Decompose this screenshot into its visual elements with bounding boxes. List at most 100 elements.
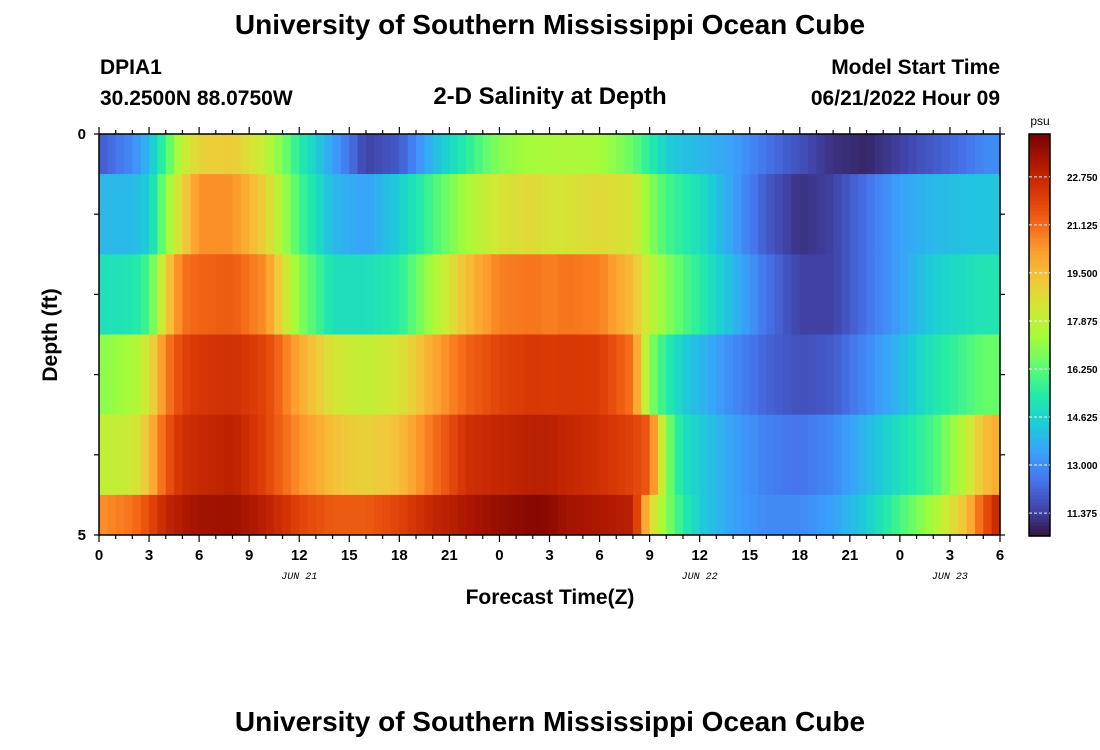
heatmap-cell <box>157 334 167 416</box>
heatmap-cell <box>257 334 267 416</box>
heatmap-cell <box>858 254 868 335</box>
heatmap-cell <box>265 494 275 536</box>
heatmap-cell <box>624 134 634 175</box>
heatmap-cell <box>365 254 375 335</box>
heatmap-cell <box>274 494 284 536</box>
heatmap-cell <box>124 414 133 496</box>
heatmap-cell <box>99 134 108 175</box>
heatmap-cell <box>716 414 726 496</box>
heatmap-cell <box>340 174 350 255</box>
colorbar-swatch <box>1029 154 1050 159</box>
heatmap-cell <box>516 414 526 496</box>
heatmap-cell <box>666 414 676 496</box>
heatmap-cell <box>115 414 125 496</box>
colorbar-swatch <box>1029 281 1050 286</box>
heatmap-cell <box>507 494 517 536</box>
heatmap-cell <box>607 334 617 416</box>
heatmap-cell <box>340 494 350 536</box>
heatmap-cell <box>791 334 801 416</box>
heatmap-cell <box>432 134 442 175</box>
heatmap-cell <box>149 414 158 496</box>
heatmap-cell <box>349 254 359 335</box>
colorbar-swatch <box>1029 134 1050 138</box>
colorbar-swatch <box>1029 311 1050 316</box>
y-axis-label: Depth (ft) <box>39 288 62 381</box>
heatmap-cell <box>933 174 943 255</box>
colorbar-tick-label: 11.375 <box>1067 509 1097 520</box>
heatmap-cell <box>165 414 175 496</box>
heatmap-cell <box>124 174 133 255</box>
colorbar-swatch <box>1029 147 1050 152</box>
heatmap-cell <box>282 334 292 416</box>
heatmap-cell <box>107 134 117 175</box>
heatmap-cell <box>657 174 667 255</box>
heatmap-cell <box>107 494 117 536</box>
heatmap-cell <box>466 254 476 335</box>
colorbar-swatch <box>1029 294 1050 299</box>
colorbar-swatch <box>1029 485 1050 490</box>
heatmap-cell <box>491 334 501 416</box>
heatmap-cell <box>332 494 342 536</box>
heatmap-cell <box>324 334 334 416</box>
heatmap-cell <box>883 414 893 496</box>
colorbar-swatch <box>1029 190 1050 195</box>
heatmap-cell <box>199 334 209 416</box>
colorbar-swatch <box>1029 438 1050 443</box>
heatmap-cell <box>249 254 259 335</box>
heatmap-cell <box>207 254 217 335</box>
heatmap-cell <box>974 134 984 175</box>
heatmap-cell <box>791 414 801 496</box>
colorbar-swatch <box>1029 519 1050 524</box>
heatmap-cell <box>390 414 400 496</box>
x-tick-label: 6 <box>595 547 603 564</box>
heatmap-cell <box>157 254 167 335</box>
colorbar-swatch <box>1029 502 1050 507</box>
heatmap-cell <box>99 494 108 536</box>
heatmap-cell <box>941 134 951 175</box>
heatmap-cell <box>983 334 993 416</box>
heatmap-cell <box>507 334 517 416</box>
heatmap-cell <box>290 414 300 496</box>
heatmap-cell <box>758 334 767 416</box>
heatmap-cell <box>841 174 851 255</box>
heatmap-cell <box>399 334 409 416</box>
heatmap-cell <box>674 174 684 255</box>
colorbar-swatch <box>1029 365 1050 370</box>
colorbar-swatch <box>1029 452 1050 457</box>
heatmap-cell <box>808 254 818 335</box>
heatmap-cell <box>432 334 442 416</box>
heatmap-cell <box>883 254 893 335</box>
heatmap-cell <box>699 334 709 416</box>
heatmap-cell <box>966 174 976 255</box>
heatmap-cell <box>641 494 651 536</box>
heatmap-cell <box>432 414 442 496</box>
heatmap-cell <box>666 254 676 335</box>
heatmap-cell <box>874 254 884 335</box>
heatmap-cell <box>240 134 250 175</box>
heatmap-cell <box>449 134 459 175</box>
heatmap-cell <box>741 174 751 255</box>
station-id: DPIA1 <box>100 56 162 79</box>
heatmap-cell <box>849 334 859 416</box>
heatmap-cell <box>808 174 818 255</box>
heatmap-cells <box>99 134 1001 536</box>
heatmap-cell <box>507 414 517 496</box>
colorbar-swatch <box>1029 378 1050 383</box>
heatmap-cell <box>883 494 893 536</box>
heatmap-cell <box>941 334 951 416</box>
colorbar-swatch <box>1029 412 1050 416</box>
heatmap-cell <box>340 414 350 496</box>
x-tick-label: 21 <box>441 547 458 564</box>
heatmap-cell <box>541 254 551 335</box>
station-coordinates: 30.2500N 88.0750W <box>100 87 293 110</box>
heatmap-cell <box>199 494 209 536</box>
x-tick-label: 9 <box>645 547 653 564</box>
heatmap-cell <box>532 414 542 496</box>
heatmap-cell <box>966 254 976 335</box>
heatmap-cell <box>983 414 993 496</box>
heatmap-cell <box>799 494 809 536</box>
heatmap-cell <box>516 134 526 175</box>
heatmap-cell <box>591 414 601 496</box>
heatmap-cell <box>949 414 959 496</box>
heatmap-cell <box>224 174 234 255</box>
